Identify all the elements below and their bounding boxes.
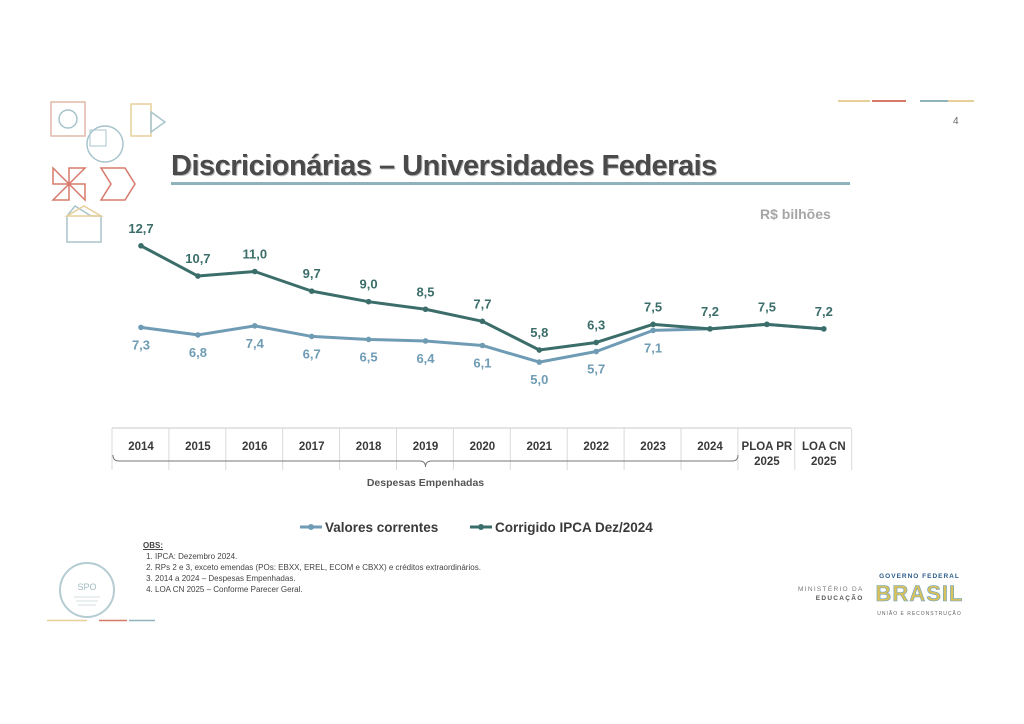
decorative-bottom-lines: [47, 619, 155, 622]
data-label: 6,5: [360, 349, 378, 364]
note-item: 2014 a 2024 – Despesas Empenhadas.: [155, 573, 481, 584]
data-label: 5,8: [530, 325, 548, 340]
x-tick-label: 2025: [754, 456, 780, 468]
x-tick-label: 2014: [128, 441, 154, 453]
x-tick-label: PLOA PR: [742, 441, 793, 453]
data-point: [138, 243, 144, 249]
data-point: [821, 326, 827, 332]
data-label: 12,7: [128, 221, 153, 236]
x-tick-label: 2024: [697, 441, 723, 453]
data-point: [764, 321, 770, 328]
data-label: 9,0: [360, 277, 378, 292]
government-logo: GOVERNO FEDERAL BRASIL UNIÃO E RECONSTRU…: [872, 573, 967, 617]
data-point: [365, 298, 372, 305]
gov-bottom-label: UNIÃO E RECONSTRUÇÃO: [877, 611, 962, 617]
decorative-shapes: [50, 101, 167, 243]
data-label: 6,1: [473, 355, 491, 370]
data-label: 6,7: [303, 346, 321, 361]
note-item: LOA CN 2025 – Conforme Parecer Geral.: [155, 584, 481, 595]
x-tick-label: 2020: [470, 441, 496, 453]
data-label: 6,3: [587, 317, 605, 332]
x-tick-label: 2022: [583, 441, 609, 453]
data-label: 5,0: [530, 372, 548, 387]
notes: OBS: IPCA: Dezembro 2024. RPs 2 e 3, exc…: [143, 540, 481, 595]
x-tick-label: 2019: [413, 441, 439, 453]
data-label: 9,7: [303, 266, 321, 281]
data-point: [308, 333, 315, 340]
data-point: [593, 348, 599, 355]
ministry-logo: MINISTÉRIO DA EDUCAÇÃO: [798, 585, 864, 603]
data-point: [536, 347, 543, 353]
data-label: 7,2: [815, 304, 833, 319]
data-point: [252, 268, 258, 275]
data-point: [308, 288, 315, 294]
data-point: [536, 359, 543, 365]
data-point: [252, 323, 258, 329]
spo-label: SPO: [77, 582, 96, 592]
data-point: [195, 273, 201, 279]
bracket-label: Despesas Empenhadas: [367, 477, 484, 489]
data-point: [650, 321, 656, 328]
x-tick-label: LOA CN: [802, 441, 846, 453]
data-label: 6,4: [416, 351, 435, 366]
data-point: [195, 332, 201, 338]
data-label: 7,2: [701, 304, 719, 319]
data-label: 7,1: [644, 340, 662, 355]
x-tick-label: 2015: [185, 441, 211, 453]
note-item: RPs 2 e 3, exceto emendas (POs: EBXX, ER…: [155, 562, 481, 573]
category-axis: 2014 2015 2016 2017 2018 2019 2020 2021 2022 2023…: [111, 427, 853, 489]
data-point: [479, 318, 486, 325]
data-label: 7,4: [246, 336, 265, 351]
data-point: [422, 306, 429, 313]
data-point: [479, 342, 486, 349]
x-tick-label: 2017: [299, 441, 325, 453]
x-tick-label: 2021: [527, 441, 553, 453]
ministry-line-1: MINISTÉRIO DA: [798, 586, 864, 593]
legend-marker: [308, 524, 314, 530]
data-point: [365, 336, 372, 343]
spo-seal-logo: SPO: [59, 562, 115, 618]
decorative-top-lines: [838, 100, 974, 102]
brasil-text: BRASIL: [876, 581, 964, 604]
legend-label: Corrigido IPCA Dez/2024: [495, 520, 653, 535]
data-label: 7,3: [132, 337, 150, 352]
period-bracket: [112, 454, 739, 468]
data-point: [138, 324, 144, 331]
data-point: [707, 326, 713, 332]
ministry-line-2: EDUCAÇÃO: [815, 595, 864, 602]
data-label: 7,7: [473, 296, 491, 311]
data-label: 7,5: [758, 299, 776, 314]
data-point: [650, 327, 656, 334]
x-tick-label: 2018: [356, 441, 382, 453]
x-tick-label: 2023: [640, 441, 666, 453]
title-underline: [171, 182, 850, 185]
data-label: 11,0: [243, 247, 268, 262]
x-tick-label: 2025: [811, 456, 837, 468]
unit-label: R$ bilhões: [760, 206, 831, 222]
data-label: 6,8: [189, 345, 207, 360]
page-title: Discricionárias – Universidades Federais: [171, 150, 717, 182]
chart-legend: Valores correntes Corrigido IPCA Dez/2024: [300, 520, 653, 535]
page-number: 4: [953, 116, 959, 127]
data-labels: 7,3 6,8 7,4 6,7 6,5 6,4 6,1 5,0 5,7 7,1 12,7 10,7 11…: [128, 221, 832, 387]
data-label: 5,7: [587, 362, 605, 377]
gov-top-label: GOVERNO FEDERAL: [879, 573, 960, 580]
note-item: IPCA: Dezembro 2024.: [155, 551, 481, 562]
legend-label: Valores correntes: [325, 520, 438, 535]
data-label: 10,7: [185, 251, 210, 266]
data-label: 7,5: [644, 299, 662, 314]
data-point: [422, 338, 429, 344]
x-tick-label: 2016: [242, 441, 268, 453]
legend-marker: [478, 524, 484, 530]
data-point: [593, 339, 599, 346]
brasil-wordmark: BRASIL: [875, 581, 964, 607]
series-lines: [138, 243, 827, 365]
data-label: 8,5: [416, 284, 434, 299]
notes-heading: OBS:: [143, 541, 163, 550]
